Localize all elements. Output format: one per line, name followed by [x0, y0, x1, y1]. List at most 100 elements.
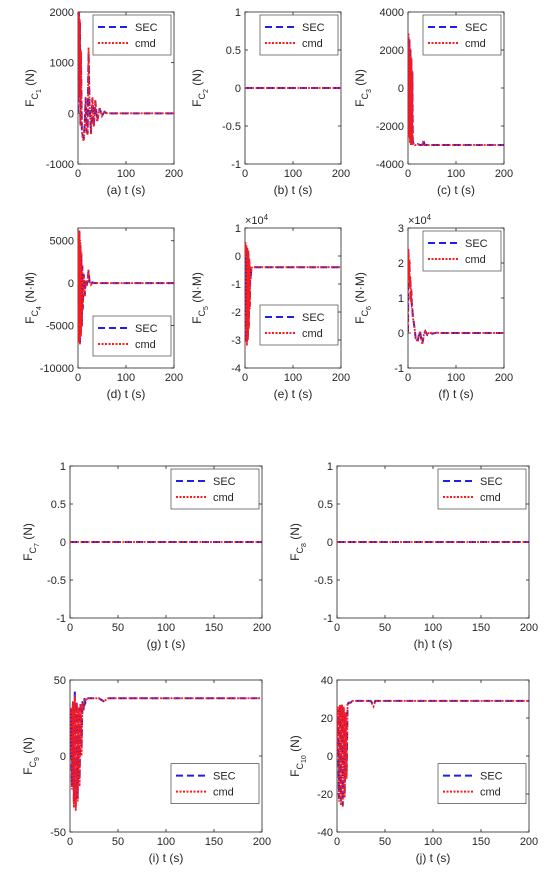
legend-label-sec: SEC — [302, 22, 325, 34]
x-tick-label: 200 — [332, 168, 350, 180]
y-tick-label: 0 — [68, 108, 74, 120]
series-line-sec — [337, 699, 529, 806]
x-axis-label: (g) t (s) — [147, 637, 186, 651]
legend-label-sec: SEC — [465, 22, 488, 34]
y-axis-label: FC1 (N) — [23, 69, 43, 107]
y-tick-label: -1 — [231, 279, 241, 291]
y-tick-label: -2000 — [376, 121, 404, 133]
y-tick-label: 0.5 — [51, 499, 66, 511]
y-tick-label: -4 — [231, 363, 241, 375]
x-tick-label: 0 — [334, 622, 340, 634]
x-tick-label: 200 — [495, 372, 513, 384]
y-tick-label: 1 — [60, 461, 66, 473]
axis-exponent: ×104 — [245, 213, 269, 227]
plot-area — [245, 241, 341, 346]
y-tick-label: 0 — [235, 83, 241, 95]
legend-label-cmd: cmd — [480, 492, 501, 504]
legend: SEC cmd — [170, 468, 260, 510]
y-tick-label: -1 — [56, 613, 66, 625]
y-tick-label: 0 — [235, 251, 241, 263]
plot-area — [70, 690, 262, 811]
x-tick-label: 200 — [253, 836, 271, 848]
x-tick-label: 150 — [205, 836, 223, 848]
y-tick-label: 0 — [68, 278, 74, 290]
legend: SEC cmd — [170, 763, 260, 804]
legend: SEC cmd — [437, 763, 527, 804]
y-tick-label: 2 — [398, 258, 404, 270]
x-tick-label: 100 — [424, 622, 442, 634]
x-axis-label: (a) t (s) — [107, 183, 146, 197]
y-tick-label: -5000 — [46, 321, 74, 333]
y-axis-label: FC3 (N) — [353, 69, 373, 107]
y-axis-label: FC6 (N·M) — [353, 272, 373, 324]
panel-g: 0 50 100 150 200 -1 -0.5 0 0.5 1 SEC cmd (g) t (s) FC… — [21, 461, 271, 651]
y-tick-label: -1 — [323, 613, 333, 625]
legend-box — [170, 763, 260, 804]
series-line-cmd — [70, 695, 262, 811]
x-axis-label: (i) t (s) — [149, 851, 184, 865]
legend-label-sec: SEC — [213, 771, 236, 783]
legend-label-sec: SEC — [213, 476, 236, 488]
legend-box — [170, 468, 260, 510]
x-tick-label: 200 — [165, 168, 183, 180]
x-tick-label: 150 — [472, 836, 490, 848]
x-axis-label: (b) t (s) — [274, 183, 313, 197]
x-axis-label: (h) t (s) — [414, 637, 453, 651]
legend: SEC cmd — [437, 468, 527, 510]
legend: SEC cmd — [422, 14, 502, 56]
x-axis-label: (e) t (s) — [274, 387, 313, 401]
y-tick-label: 1 — [327, 461, 333, 473]
series-line-cmd — [245, 241, 341, 346]
y-tick-label: 1 — [235, 223, 241, 235]
y-tick-label: 4000 — [380, 7, 404, 19]
y-tick-label: 1 — [235, 7, 241, 19]
legend-box — [92, 14, 172, 56]
y-axis-label: FC9 (N) — [21, 737, 41, 775]
series-line-cmd — [408, 248, 504, 345]
y-tick-label: -2 — [231, 307, 241, 319]
x-tick-label: 50 — [112, 836, 124, 848]
y-tick-label: -10000 — [40, 363, 74, 375]
x-tick-label: 200 — [165, 372, 183, 384]
y-tick-label: 2000 — [380, 45, 404, 57]
y-tick-label: -4000 — [376, 159, 404, 171]
y-tick-label: -40 — [317, 827, 333, 839]
plot-area — [337, 699, 529, 808]
x-tick-label: 50 — [379, 836, 391, 848]
legend: SEC cmd — [259, 304, 339, 346]
legend-label-cmd: cmd — [135, 339, 156, 351]
legend-box — [259, 304, 339, 346]
legend: SEC cmd — [259, 14, 339, 56]
series-line-cmd — [78, 12, 174, 142]
x-tick-label: 0 — [67, 836, 73, 848]
legend-box — [422, 230, 502, 272]
y-axis-label: FC4 (N·M) — [23, 272, 43, 324]
y-tick-label: -1 — [394, 363, 404, 375]
y-tick-label: -0.5 — [47, 575, 66, 587]
y-axis-label: FC8 (N) — [288, 523, 308, 561]
y-tick-label: 0.5 — [226, 45, 241, 57]
legend-label-sec: SEC — [480, 476, 503, 488]
x-tick-label: 150 — [472, 622, 490, 634]
legend-label-cmd: cmd — [213, 787, 234, 799]
y-axis-label: FC5 (N·M) — [190, 272, 210, 324]
legend-label-sec: SEC — [135, 323, 158, 335]
x-tick-label: 0 — [75, 372, 81, 384]
y-tick-label: 0 — [60, 751, 66, 763]
x-tick-label: 0 — [334, 836, 340, 848]
y-tick-label: -1 — [231, 159, 241, 171]
y-tick-label: 0 — [327, 537, 333, 549]
y-axis-label: FC10 (N) — [288, 735, 308, 777]
legend-label-cmd: cmd — [465, 254, 486, 266]
y-tick-label: 1000 — [50, 58, 74, 70]
legend: SEC cmd — [92, 14, 172, 56]
legend: SEC cmd — [92, 315, 172, 357]
x-tick-label: 200 — [520, 622, 538, 634]
y-tick-label: -20 — [317, 789, 333, 801]
legend-box — [422, 14, 502, 56]
axis-exponent: ×104 — [408, 213, 432, 227]
legend-label-cmd: cmd — [302, 328, 323, 340]
x-tick-label: 100 — [157, 622, 175, 634]
